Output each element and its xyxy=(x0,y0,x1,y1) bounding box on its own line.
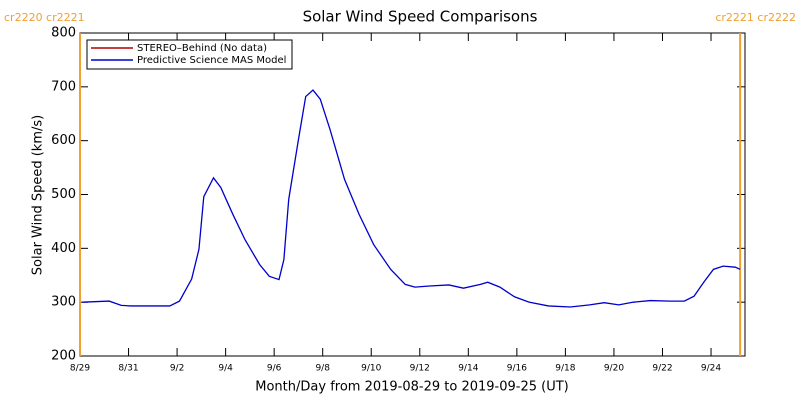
y-tick-label: 400 xyxy=(51,241,76,256)
y-tick-label: 500 xyxy=(51,187,76,202)
x-tick-label: 9/8 xyxy=(315,364,330,374)
legend-label: Predictive Science MAS Model xyxy=(137,55,286,66)
x-tick-label: 9/24 xyxy=(701,364,721,374)
x-tick-label: 9/10 xyxy=(361,364,381,374)
y-tick-label: 300 xyxy=(51,295,76,310)
x-axis-label: Month/Day from 2019-08-29 to 2019-09-25 … xyxy=(255,380,568,395)
y-tick-label: 600 xyxy=(51,133,76,148)
x-tick-label: 9/18 xyxy=(555,364,575,374)
legend-label: STEREO–Behind (No data) xyxy=(137,43,267,54)
legend-box xyxy=(86,39,293,70)
x-tick-label: 9/2 xyxy=(170,364,184,374)
rotation-label: cr2221 cr2222 xyxy=(715,11,796,24)
x-tick-label: 9/12 xyxy=(410,364,430,374)
x-tick-label: 9/16 xyxy=(507,364,527,374)
x-tick-label: 8/29 xyxy=(70,364,90,374)
x-tick-label: 9/20 xyxy=(604,364,624,374)
x-tick-label: 9/4 xyxy=(218,364,233,374)
rotation-label: cr2220 cr2221 xyxy=(4,11,85,24)
data-line xyxy=(82,89,741,308)
chart-title: Solar Wind Speed Comparisons xyxy=(303,8,538,26)
y-tick-label: 200 xyxy=(51,349,76,364)
x-tick-label: 9/22 xyxy=(652,364,672,374)
x-tick-label: 9/14 xyxy=(458,364,478,374)
x-tick-label: 9/6 xyxy=(267,364,282,374)
plot-frame xyxy=(79,32,746,357)
y-axis-label: Solar Wind Speed (km/s) xyxy=(31,115,46,275)
y-tick-label: 800 xyxy=(51,26,76,41)
x-tick-label: 8/31 xyxy=(118,364,138,374)
y-tick-label: 700 xyxy=(51,79,76,94)
